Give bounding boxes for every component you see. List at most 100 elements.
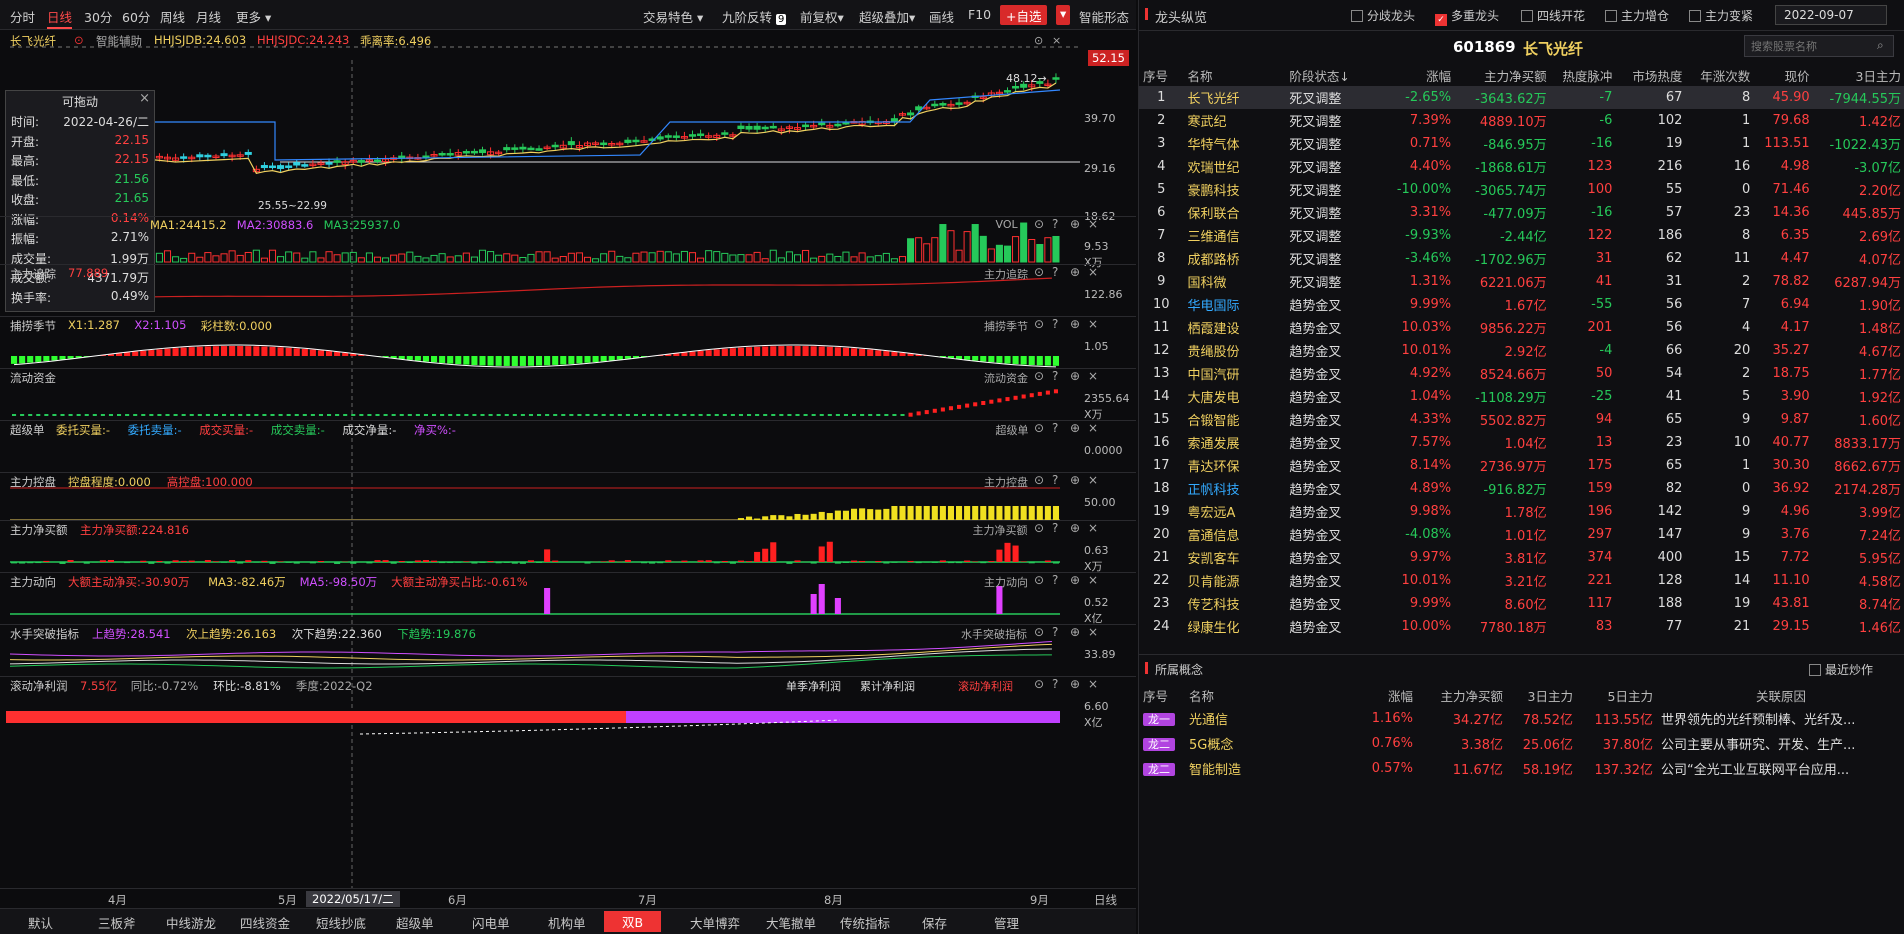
question-icon[interactable]: ? xyxy=(1052,369,1059,383)
template-tab[interactable]: 传统指标 xyxy=(840,916,891,931)
overlay-dropdown[interactable]: 超级叠加▾ xyxy=(859,7,915,26)
draw-line-button[interactable]: 画线 xyxy=(929,10,955,25)
table-row[interactable]: 20 富通信息 趋势金叉 -4.08% 1.01亿 297 147 9 3.76 7.24亿 xyxy=(1139,523,1904,546)
table-row[interactable]: 7 三维通信 死叉调整 -9.93% -2.44亿 122 186 8 6.35 2.69亿 xyxy=(1139,224,1904,247)
table-row[interactable]: 17 青达环保 趋势金叉 8.14% 2736.97万 175 65 1 30.30 8662.6… xyxy=(1139,454,1904,477)
settings-icon[interactable]: ⊕ xyxy=(1070,369,1081,383)
template-tab[interactable]: 大笔撤单 xyxy=(766,916,817,931)
trade-feature-dropdown[interactable]: 交易特色 ▾ xyxy=(643,7,703,26)
column-header[interactable]: 3日主力 xyxy=(1855,68,1901,84)
kline-canvas[interactable] xyxy=(0,30,1136,888)
table-row[interactable]: 11 栖霞建设 趋势金叉 10.03% 9856.22万 201 56 4 4.17 1.48亿 xyxy=(1139,316,1904,339)
close-icon[interactable]: × xyxy=(1088,521,1099,535)
more-periods-dropdown[interactable]: 更多 ▾ xyxy=(236,7,271,26)
table-row[interactable]: 19 粤宏远A 趋势金叉 9.98% 1.78亿 196 142 9 4.96 3.99亿 xyxy=(1139,500,1904,523)
profit-mode-tab[interactable]: 累计净利润 xyxy=(860,680,915,693)
settings-icon[interactable]: ⊕ xyxy=(1070,421,1081,435)
period-tab-daily[interactable]: 日线 xyxy=(47,7,73,29)
column-header[interactable]: 名称 xyxy=(1187,68,1213,84)
settings-icon[interactable]: ⊕ xyxy=(1070,217,1081,231)
table-row[interactable]: 12 贵绳股份 趋势金叉 10.01% 2.92亿 -4 66 20 35.27 4.67亿 xyxy=(1139,339,1904,362)
table-row[interactable]: 13 中国汽研 趋势金叉 4.92% 8524.66万 50 54 2 18.75 1.77亿 xyxy=(1139,362,1904,385)
close-icon[interactable]: × xyxy=(1088,317,1099,331)
filter-checkbox[interactable]: 主力变紧 xyxy=(1689,7,1753,24)
close-icon[interactable]: × xyxy=(1088,573,1099,587)
add-favorite-button[interactable]: +自选 xyxy=(1000,5,1048,25)
gear-icon[interactable]: ⊙ xyxy=(1034,473,1045,487)
table-row[interactable]: 9 国科微 死叉调整 1.31% 6221.06万 41 31 2 78.82 6287.94万 xyxy=(1139,270,1904,293)
question-icon[interactable]: ? xyxy=(1052,573,1059,587)
gear-icon[interactable]: ⊙ xyxy=(1034,34,1044,47)
column-header[interactable]: 主力净买额 xyxy=(1440,688,1503,704)
table-row[interactable]: 2 寒武纪 死叉调整 7.39% 4889.10万 -6 102 1 79.68 1.42亿 xyxy=(1139,109,1904,132)
panel-name-right[interactable]: 主力净买额 xyxy=(972,524,1028,537)
f10-button[interactable]: F10 xyxy=(968,7,992,22)
question-icon[interactable]: ? xyxy=(1052,265,1059,279)
question-icon[interactable]: ? xyxy=(1052,677,1059,691)
template-tab[interactable]: 双B xyxy=(604,911,662,932)
gear-icon[interactable]: ⊙ xyxy=(1034,369,1045,383)
panel-name-right[interactable]: 主力动向 xyxy=(984,576,1028,589)
panel-name-right[interactable]: 水手突破指标 xyxy=(961,628,1027,641)
column-header[interactable]: 涨幅 xyxy=(1426,68,1452,84)
question-icon[interactable]: ? xyxy=(1052,217,1059,231)
column-header[interactable]: 序号 xyxy=(1143,688,1169,704)
template-tab[interactable]: 三板斧 xyxy=(98,916,136,931)
favorite-dropdown-icon[interactable]: ▾ xyxy=(1056,5,1071,25)
date-picker[interactable]: 2022-09-07 xyxy=(1775,5,1887,25)
table-row[interactable]: 22 贝肯能源 趋势金叉 10.01% 3.21亿 221 128 14 11.10 4.58亿 xyxy=(1139,569,1904,592)
table-row[interactable]: 21 安凯客车 趋势金叉 9.97% 3.81亿 374 400 15 7.72 5.95亿 xyxy=(1139,546,1904,569)
column-header[interactable]: 阶段状态↓ xyxy=(1289,68,1350,84)
table-row[interactable]: 15 合锻智能 趋势金叉 4.33% 5502.82万 94 65 9 9.87 1.60亿 xyxy=(1139,408,1904,431)
table-row[interactable]: 4 欢瑞世纪 死叉调整 4.40% -1868.61万 123 216 16 4.98 -3.07… xyxy=(1139,155,1904,178)
table-row[interactable]: 14 大唐发电 趋势金叉 1.04% -1108.29万 -25 41 5 3.90 1.92亿 xyxy=(1139,385,1904,408)
question-icon[interactable]: ? xyxy=(1052,317,1059,331)
recent-hype-checkbox[interactable]: 最近炒作 xyxy=(1809,661,1873,678)
table-row[interactable]: 23 传艺科技 趋势金叉 9.99% 8.60亿 117 188 19 43.81 8.74亿 xyxy=(1139,592,1904,615)
panel-name-right[interactable]: VOL xyxy=(995,218,1018,231)
column-header[interactable]: 主力净买额 xyxy=(1484,68,1547,84)
question-icon[interactable]: ? xyxy=(1052,421,1059,435)
gear-icon[interactable]: ⊙ xyxy=(1034,265,1045,279)
close-icon[interactable]: × xyxy=(1088,473,1099,487)
template-tab[interactable]: 闪电单 xyxy=(472,916,510,931)
template-tab[interactable]: 机构单 xyxy=(548,916,586,931)
table-row[interactable]: 龙二 智能制造 0.57% 11.67亿 58.19亿 137.32亿 公司“全光工业互联网… xyxy=(1139,756,1904,781)
table-row[interactable]: 18 正帆科技 趋势金叉 4.89% -916.82万 159 82 0 36.92 2174.2… xyxy=(1139,477,1904,500)
close-icon[interactable]: × xyxy=(139,91,150,106)
close-icon[interactable]: × xyxy=(1088,677,1099,691)
panel-name-right[interactable]: 主力控盘 xyxy=(984,476,1028,489)
nine-reversal-button[interactable]: 九阶反转 9 xyxy=(722,7,787,26)
adjust-dropdown[interactable]: 前复权▾ xyxy=(800,7,844,26)
close-icon[interactable]: × xyxy=(1088,625,1099,639)
column-header[interactable]: 关联原因 xyxy=(1755,688,1806,704)
settings-icon[interactable]: ⊕ xyxy=(1070,573,1081,587)
filter-checkbox[interactable]: 分歧龙头 xyxy=(1351,7,1415,24)
settings-icon[interactable]: ⊕ xyxy=(1070,473,1081,487)
table-row[interactable]: 3 华特气体 死叉调整 0.71% -846.95万 -16 19 1 113.51 -1022.… xyxy=(1139,132,1904,155)
template-tab[interactable]: 中线游龙 xyxy=(166,916,217,931)
panel-name-right[interactable]: 主力追踪 xyxy=(984,268,1028,281)
gear-icon[interactable]: ⊙ xyxy=(1034,677,1045,691)
panel-name-right[interactable]: 超级单 xyxy=(995,424,1029,437)
table-row[interactable]: 24 绿康生化 趋势金叉 10.00% 7780.18万 83 77 21 29.15 1.46亿 xyxy=(1139,615,1904,638)
kline-info-popup[interactable]: 可拖动 × 时间: 2022-04-26/二 开盘: 22.15 最高: 22.15 最低:… xyxy=(5,90,155,312)
period-tab-minute[interactable]: 分时 xyxy=(10,10,36,25)
filter-checkbox[interactable]: 主力增仓 xyxy=(1605,7,1669,24)
table-row[interactable]: 龙一 光通信 1.16% 34.27亿 78.52亿 113.55亿 世界领先的光纤预制棒、… xyxy=(1139,706,1904,731)
profit-mode-tab[interactable]: 滚动净利润 xyxy=(958,680,1013,693)
column-header[interactable]: 5日主力 xyxy=(1607,688,1653,704)
template-tab[interactable]: 管理 xyxy=(994,916,1020,931)
period-tab-weekly[interactable]: 周线 xyxy=(160,10,186,25)
smart-shape-button[interactable]: 智能形态 xyxy=(1079,10,1130,25)
column-header[interactable]: 现价 xyxy=(1784,68,1810,84)
settings-icon[interactable]: ⊕ xyxy=(1070,521,1081,535)
close-icon[interactable]: × xyxy=(1088,217,1099,231)
close-icon[interactable]: × xyxy=(1088,265,1099,279)
period-tab-30min[interactable]: 30分 xyxy=(84,10,113,25)
table-row[interactable]: 8 成都路桥 死叉调整 -3.46% -1702.96万 31 62 11 4.47 4.07亿 xyxy=(1139,247,1904,270)
period-tab-60min[interactable]: 60分 xyxy=(122,10,151,25)
close-icon[interactable]: × xyxy=(1088,421,1099,435)
stock-menu-icon[interactable]: ⊙ xyxy=(74,33,84,47)
smart-assist-label[interactable]: 智能辅助 xyxy=(96,34,142,48)
